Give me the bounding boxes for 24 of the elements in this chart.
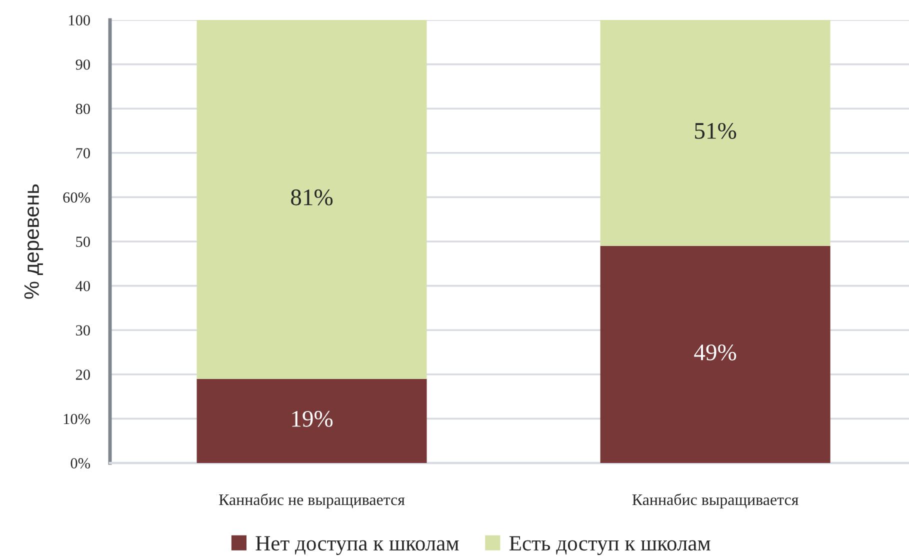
legend-label: Нет доступа к школам [256,536,459,556]
data-label: 81% [291,189,333,206]
x-tick-label: Каннабис выращивается [632,494,798,508]
data-label: 51% [695,122,736,139]
y-tick-label: 70 [76,148,90,158]
y-tick-label: 90 [76,59,90,70]
bar [600,20,830,246]
y-tick-label: 80 [76,104,90,114]
y-tick-label: 20 [76,370,90,380]
y-tick-label: 100 [68,15,90,26]
y-tick-label: 50 [76,236,90,247]
bar [600,246,830,463]
y-tick-label: 30 [76,325,90,336]
data-label: 49% [694,344,736,360]
y-tick-label: 10% [64,414,90,424]
data-label: 19% [292,410,333,427]
y-axis-title: % деревень [24,184,44,299]
bar [196,20,427,379]
legend-label: Есть доступ к школам [509,536,710,556]
y-tick-label: 0% [70,458,90,468]
bar [196,378,427,463]
y-tick-label: 60% [63,192,90,203]
y-tick-label: 40 [76,280,90,292]
x-tick-label: Каннабис не выращивается [219,494,405,508]
